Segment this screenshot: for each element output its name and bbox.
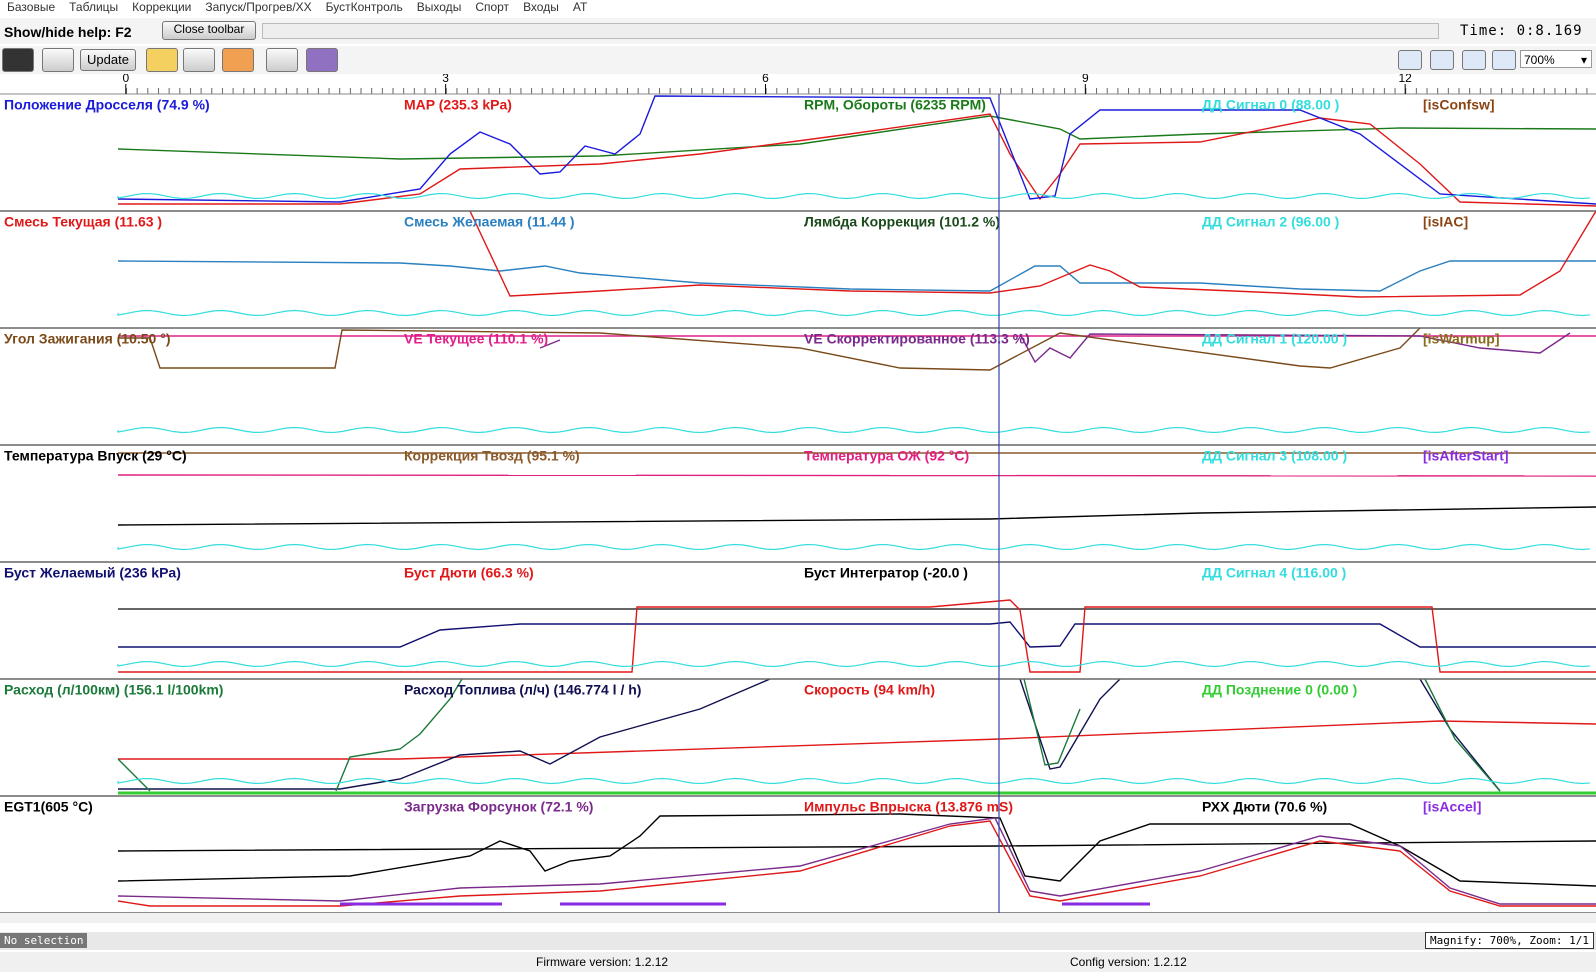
zoom-in-button[interactable] [1398,50,1422,70]
noise-trace [117,426,1591,434]
trace-label: [isAfterStart] [1423,448,1509,464]
trace-label: Коррекция Твозд (95.1 %) [404,448,580,464]
trace-label: Расход (л/100км) (156.1 l/100km) [4,682,223,698]
trace-label: [isWarmup] [1423,331,1499,347]
trace-label: Положение Дросселя (74.9 %) [4,97,210,113]
menu-item[interactable]: БустКонтроль [325,0,403,14]
trace-label: Смесь Желаемая (11.44 ) [404,214,575,230]
trace-label: Температура Впуск (29 °C) [4,448,187,464]
scrollbar[interactable] [262,23,1439,39]
menu-item[interactable]: AT [572,0,588,14]
update-button[interactable]: Update [80,49,136,71]
trace-label: Буст Дюти (66.3 %) [404,565,534,581]
trace-label: VE Скорректированное (113.3 %) [804,331,1030,347]
trace-label: ДД Сигнал 3 (108.00 ) [1202,448,1347,464]
noise-trace [117,192,1591,200]
zoom-out-button[interactable] [1430,50,1454,70]
palette-button[interactable] [222,48,254,72]
trace-label: Смесь Текущая (11.63 ) [4,214,162,230]
tick-label: 6 [762,74,769,85]
trace-label: ДД Позднение 0 (0.00 ) [1202,682,1357,698]
trace-label: Буст Желаемый (236 kPa) [4,565,181,581]
menu-bar: Базовые Таблицы Коррекции Запуск/Прогрев/ХХ… [0,0,1596,16]
config-version: Config version: 1.2.12 [1070,955,1187,969]
zoom-select[interactable]: 700% ▾ [1520,50,1592,68]
tick-label: 9 [1082,74,1089,85]
time-display: Time: 0:8.169 [1460,23,1583,39]
trace-label: Буст Интегратор (-20.0 ) [804,565,968,581]
trace-label: EGT1(605 °C) [4,799,93,815]
chart-button[interactable] [183,48,215,72]
trace-label: [isConfsw] [1423,97,1495,113]
trace-label: РХХ Дюти (70.6 %) [1202,799,1327,815]
trace-label: Скорость (94 km/h) [804,682,935,698]
toolbar: Show/hide help: F2 Close toolbar Time: 0… [0,18,1596,44]
trace-label: ДД Сигнал 4 (116.00 ) [1202,565,1346,581]
tick-label: 3 [442,74,449,85]
trace-label: VE Текущее (110.1 %) [404,331,548,347]
menu-item[interactable]: Базовые [7,0,56,14]
zoom-reset-button[interactable] [1462,50,1486,70]
h-scroll[interactable] [0,913,1596,923]
close-toolbar-button[interactable]: Close toolbar [162,21,256,40]
help-text: Show/hide help: F2 [4,24,132,40]
refresh-button[interactable] [2,48,34,72]
magnify-status: Magnify: 700%, Zoom: 1/1 [1425,932,1594,949]
noise-trace [117,543,1591,551]
trace-label: Температура ОЖ (92 °C) [804,448,969,464]
trace-label: Лямбда Коррекция (101.2 %) [804,214,1000,230]
tick-label: 0 [122,74,129,85]
menu-item[interactable]: Спорт [475,0,510,14]
trace-label: Расход Топлива (л/ч) (146.774 l / h) [404,682,641,698]
download-button[interactable] [306,48,338,72]
trace-label: ДД Сигнал 0 (88.00 ) [1202,97,1339,113]
firmware-version: Firmware version: 1.2.12 [536,955,669,969]
trace-label: ДД Сигнал 1 (120.00 ) [1202,331,1347,347]
footer: Firmware version: 1.2.12 Config version:… [0,952,1596,972]
menu-item[interactable]: Таблицы [69,0,119,14]
menu-item[interactable]: Выходы [416,0,462,14]
trace-label: [isAccel] [1423,799,1481,815]
menu-item[interactable]: Коррекции [132,0,192,14]
zoom-value: 700% [1524,53,1555,67]
tick-label: 12 [1398,74,1412,85]
icon-bar: Update 700% ▾ [0,46,1596,74]
menu-item[interactable]: Запуск/Прогрев/ХХ [205,0,312,14]
settings-button[interactable] [146,48,178,72]
status-bar: No selection Magnify: 700%, Zoom: 1/1 [0,932,1596,950]
minor-ticks [118,88,1596,94]
trace-label: [isIAC] [1423,214,1468,230]
trace-label: RPM, Обороты (6235 RPM) [804,97,986,113]
traces [117,95,1596,907]
selection-status: No selection [0,933,88,948]
connect-button[interactable] [42,48,74,72]
trace-label: MAP (235.3 kPa) [404,97,512,113]
trace-label: Загрузка Форсунок (72.1 %) [404,799,593,815]
menu-item[interactable]: Входы [523,0,559,14]
trace-label: Импульс Впрыска (13.876 mS) [804,799,1013,815]
plot-area: 0 3 6 9 12 [0,74,1596,923]
noise-trace [117,309,1591,317]
search-button[interactable] [266,48,298,72]
fit-button[interactable] [1492,50,1516,70]
noise-trace [117,660,1591,668]
trace-label: ДД Сигнал 2 (96.00 ) [1202,214,1339,230]
trace-label: Угол Зажигания (10.50 °) [4,331,170,347]
noise-trace [117,777,1591,785]
